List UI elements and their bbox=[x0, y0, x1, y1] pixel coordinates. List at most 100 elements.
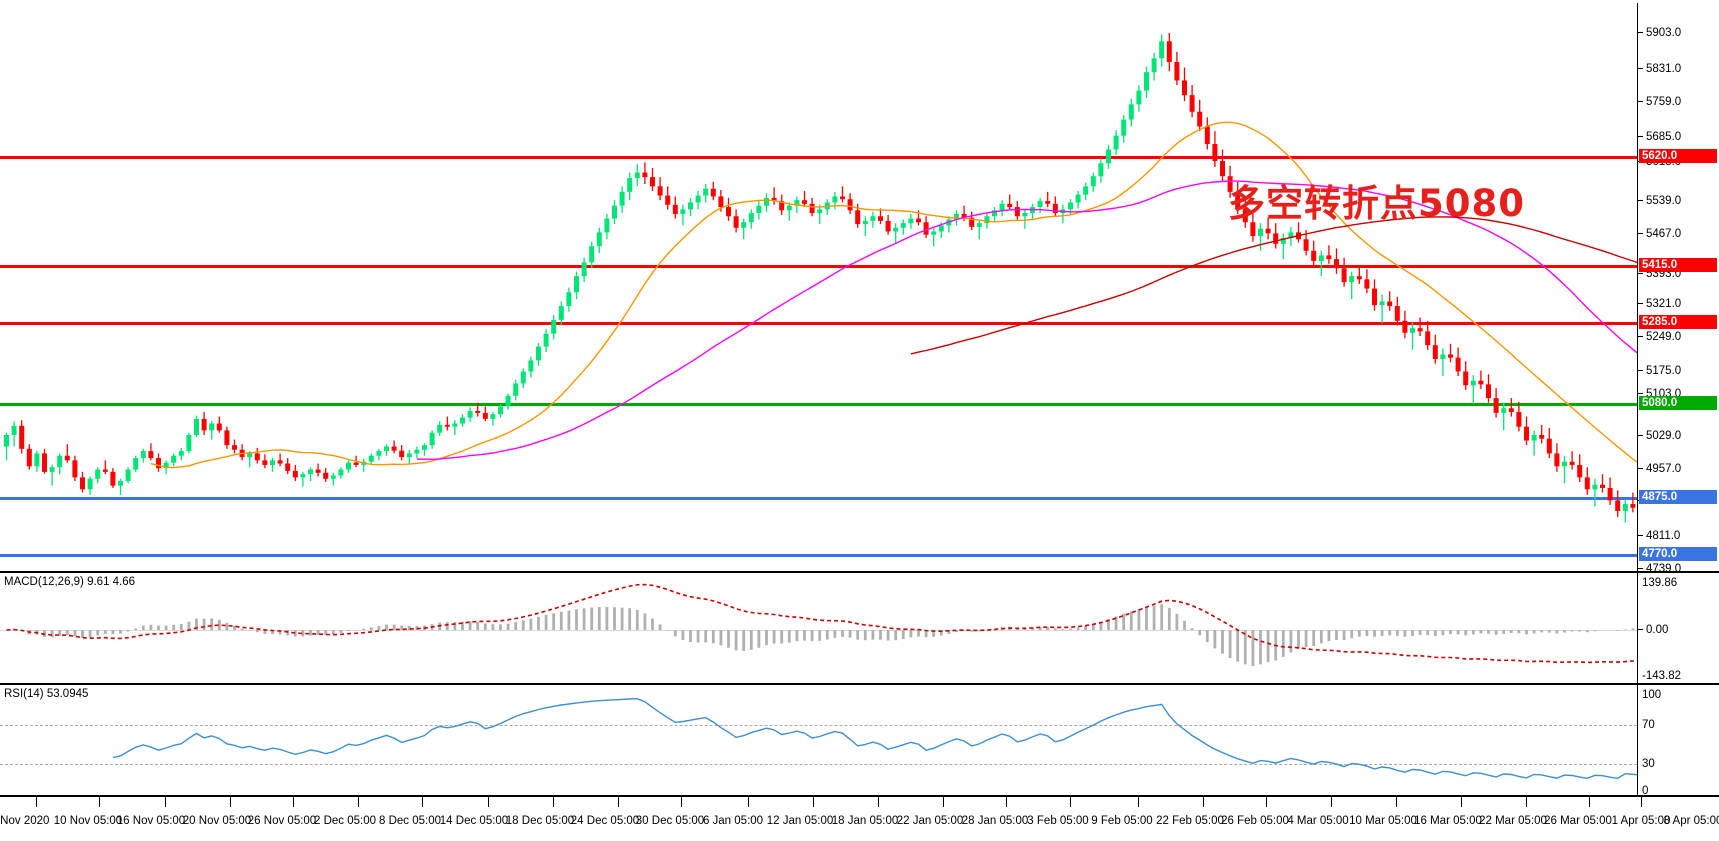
chart-vector bbox=[6, 583, 1637, 666]
resistance-5415[interactable] bbox=[0, 265, 1637, 268]
time-label: 26 Mar 05:00 bbox=[1544, 815, 1612, 827]
time-label: 22 Feb 05:00 bbox=[1156, 815, 1224, 827]
rsi-label: RSI(14) 53.0945 bbox=[4, 688, 89, 700]
support-4770-tag[interactable]: 4770.0 bbox=[1639, 547, 1717, 561]
chart-vector bbox=[4, 33, 1637, 523]
time-tick bbox=[878, 797, 879, 807]
time-label: 24 Dec 05:00 bbox=[570, 815, 640, 827]
macd-tick: -143.82 bbox=[1642, 669, 1682, 682]
time-label: 16 Mar 05:00 bbox=[1414, 815, 1482, 827]
rsi-level-line bbox=[0, 764, 1637, 765]
macd-tick: 0.00 bbox=[1638, 624, 1668, 636]
time-label: 2 Dec 05:00 bbox=[313, 815, 377, 827]
price-tick: 5321.0 bbox=[1638, 298, 1681, 310]
time-tick bbox=[36, 797, 37, 807]
price-tick: 5029.0 bbox=[1638, 430, 1681, 442]
time-label: 3 Feb 05:00 bbox=[1027, 815, 1089, 827]
time-label: 28 Jan 05:00 bbox=[961, 815, 1029, 827]
time-label: 4 Nov 2020 bbox=[0, 815, 50, 827]
time-tick bbox=[748, 797, 749, 807]
time-label: 8 Dec 05:00 bbox=[378, 815, 442, 827]
support-4770[interactable] bbox=[0, 554, 1637, 557]
time-tick bbox=[1203, 797, 1204, 807]
time-tick bbox=[553, 797, 554, 807]
price-tick: 5175.0 bbox=[1638, 365, 1681, 377]
resistance-5415-tag[interactable]: 5415.0 bbox=[1639, 258, 1717, 272]
rsi-tick: 70 bbox=[1642, 718, 1655, 731]
price-tick: 5831.0 bbox=[1638, 63, 1681, 75]
time-tick bbox=[1070, 797, 1071, 807]
time-label: 9 Feb 05:00 bbox=[1091, 815, 1153, 827]
price-tick: 4739.0 bbox=[1638, 563, 1681, 575]
price-plot-area[interactable]: 多空转折点5080 bbox=[0, 3, 1637, 571]
time-label: 12 Jan 05:00 bbox=[766, 815, 834, 827]
rsi-axis[interactable]: 100 70 30 0 bbox=[1637, 685, 1719, 797]
resistance-5285[interactable] bbox=[0, 322, 1637, 325]
time-tick bbox=[1006, 797, 1007, 807]
time-label: 22 Mar 05:00 bbox=[1479, 815, 1547, 827]
time-tick bbox=[165, 797, 166, 807]
time-tick bbox=[488, 797, 489, 807]
time-tick bbox=[1266, 797, 1267, 807]
time-tick bbox=[1331, 797, 1332, 807]
time-tick bbox=[99, 797, 100, 807]
rsi-tick: 0 bbox=[1642, 784, 1649, 797]
time-tick bbox=[358, 797, 359, 807]
time-label: 10 Mar 05:00 bbox=[1349, 815, 1417, 827]
price-panel: 多空转折点5080 5903.05831.05759.05685.05613.0… bbox=[0, 3, 1719, 575]
time-tick bbox=[681, 797, 682, 807]
time-label: 18 Jan 05:00 bbox=[831, 815, 899, 827]
resistance-5620[interactable] bbox=[0, 156, 1637, 159]
time-label: 22 Jan 05:00 bbox=[896, 815, 964, 827]
time-label: 26 Nov 05:00 bbox=[247, 815, 317, 827]
time-tick bbox=[943, 797, 944, 807]
time-label: 8 Apr 05:00 bbox=[1663, 815, 1719, 827]
time-label: 14 Dec 05:00 bbox=[439, 815, 509, 827]
time-label: 16 Nov 05:00 bbox=[116, 815, 186, 827]
price-axis[interactable]: 5903.05831.05759.05685.05613.05539.05467… bbox=[1637, 3, 1719, 575]
time-tick bbox=[1138, 797, 1139, 807]
time-tick bbox=[1461, 797, 1462, 807]
price-tick: 5759.0 bbox=[1638, 96, 1681, 108]
time-label: 18 Dec 05:00 bbox=[505, 815, 575, 827]
price-tick: 5467.0 bbox=[1638, 228, 1681, 240]
rsi-level-line bbox=[0, 725, 1637, 726]
price-tick: 5539.0 bbox=[1638, 195, 1681, 207]
time-label: 1 Apr 05:00 bbox=[1611, 815, 1671, 827]
macd-tick: 139.86 bbox=[1642, 576, 1678, 589]
chart-annotation: 多空转折点5080 bbox=[1228, 182, 1525, 225]
macd-panel: MACD(12,26,9) 9.61 4.66 139.86 0.00 -143.8… bbox=[0, 572, 1719, 684]
price-tick: 4957.0 bbox=[1638, 463, 1681, 475]
price-tick: 5249.0 bbox=[1638, 331, 1681, 343]
price-tick: 5685.0 bbox=[1638, 131, 1681, 143]
resistance-5285-tag[interactable]: 5285.0 bbox=[1639, 315, 1717, 329]
time-label: 30 Dec 05:00 bbox=[635, 815, 705, 827]
price-tick: 4811.0 bbox=[1638, 530, 1680, 542]
pivot-5080-tag[interactable]: 5080.0 bbox=[1639, 396, 1717, 410]
support-4875-tag[interactable]: 4875.0 bbox=[1639, 490, 1717, 504]
rsi-panel: RSI(14) 53.0945 100 70 30 0 bbox=[0, 684, 1719, 797]
pivot-5080[interactable] bbox=[0, 403, 1637, 406]
macd-label: MACD(12,26,9) 9.61 4.66 bbox=[4, 576, 136, 588]
macd-axis[interactable]: 139.86 0.00 -143.82 bbox=[1637, 573, 1719, 683]
time-label: 10 Nov 05:00 bbox=[53, 815, 123, 827]
resistance-5620-tag[interactable]: 5620.0 bbox=[1639, 149, 1717, 163]
macd-plot-area[interactable]: MACD(12,26,9) 9.61 4.66 bbox=[0, 573, 1637, 683]
rsi-plot-area[interactable]: RSI(14) 53.0945 bbox=[0, 685, 1637, 795]
support-4875[interactable] bbox=[0, 497, 1637, 500]
time-tick bbox=[293, 797, 294, 807]
time-tick bbox=[1526, 797, 1527, 807]
time-label: 4 Mar 05:00 bbox=[1287, 815, 1349, 827]
time-tick bbox=[1589, 797, 1590, 807]
time-label: 6 Jan 05:00 bbox=[702, 815, 764, 827]
time-tick bbox=[230, 797, 231, 807]
time-tick bbox=[1641, 797, 1642, 807]
rsi-tick: 100 bbox=[1642, 688, 1662, 701]
price-tick: 5903.0 bbox=[1638, 27, 1681, 39]
time-label: 26 Feb 05:00 bbox=[1221, 815, 1289, 827]
time-tick bbox=[618, 797, 619, 807]
time-tick bbox=[422, 797, 423, 807]
chart-vector bbox=[112, 698, 1637, 780]
